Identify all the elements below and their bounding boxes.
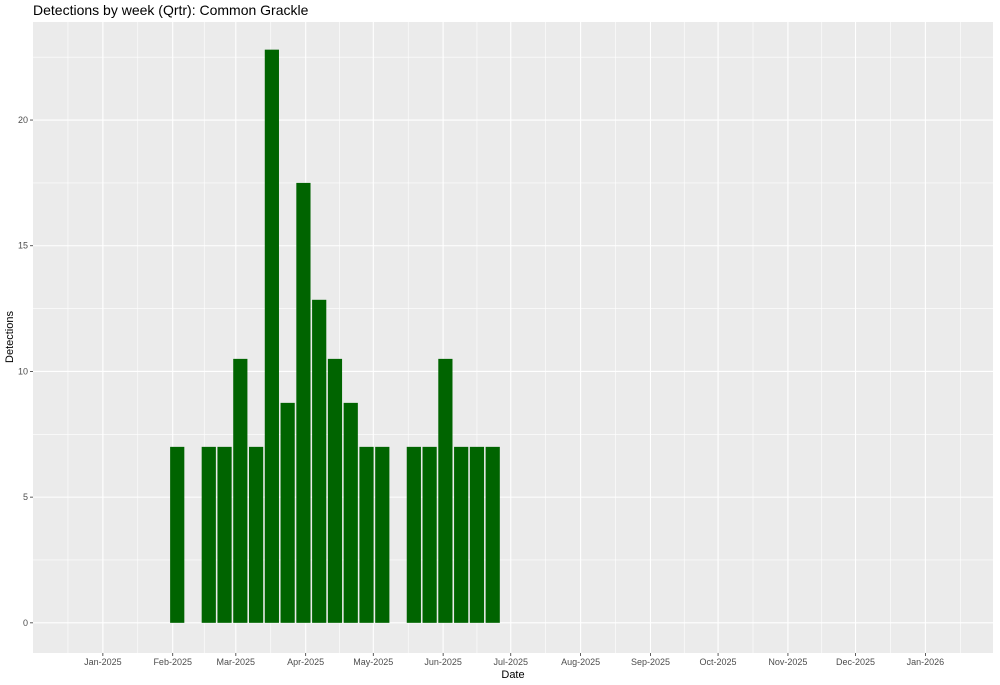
x-tick-label: Feb-2025 [153,657,192,667]
x-tick-label: Nov-2025 [768,657,807,667]
y-tick-label: 0 [23,618,28,628]
x-tick-label: Aug-2025 [561,657,600,667]
bar [249,446,264,623]
y-tick-label: 15 [18,241,28,251]
bar [201,446,216,623]
bar [264,49,279,623]
bar [438,358,453,623]
bar [485,446,500,623]
bar [327,358,343,623]
x-tick-label: Jul-2025 [493,657,528,667]
bar [296,182,311,623]
x-tick-label: Mar-2025 [217,657,256,667]
chart-title: Detections by week (Qrtr): Common Grackl… [33,2,309,18]
bar [312,299,327,623]
bars [170,49,500,623]
x-tick-label: Jan-2025 [84,657,122,667]
x-axis-title: Date [501,669,524,681]
x-tick-label: Sep-2025 [631,657,670,667]
bar [280,402,295,623]
y-tick-label: 10 [18,366,28,376]
y-axis-title: Detections [4,311,16,363]
bar [454,446,469,623]
bar [406,446,421,623]
x-tick-label: Oct-2025 [700,657,737,667]
bar [359,446,374,623]
bar [375,446,390,623]
x-tick-label: Dec-2025 [836,657,875,667]
bar [170,446,185,623]
x-axis: Jan-2025 Feb-2025 Mar-2025 Apr-2025 May-2025… [84,653,944,667]
y-tick-label: 20 [18,115,28,125]
bar [233,358,248,623]
x-tick-label: Jun-2025 [424,657,462,667]
bar [343,402,358,623]
y-axis: 0 5 10 15 20 [18,115,33,628]
bar [422,446,437,623]
y-tick-label: 5 [23,492,28,502]
plot-panel [33,22,993,653]
x-tick-label: Jan-2026 [907,657,945,667]
bar [217,446,232,623]
x-tick-label: May-2025 [353,657,393,667]
bar [469,446,485,623]
x-tick-label: Apr-2025 [287,657,324,667]
